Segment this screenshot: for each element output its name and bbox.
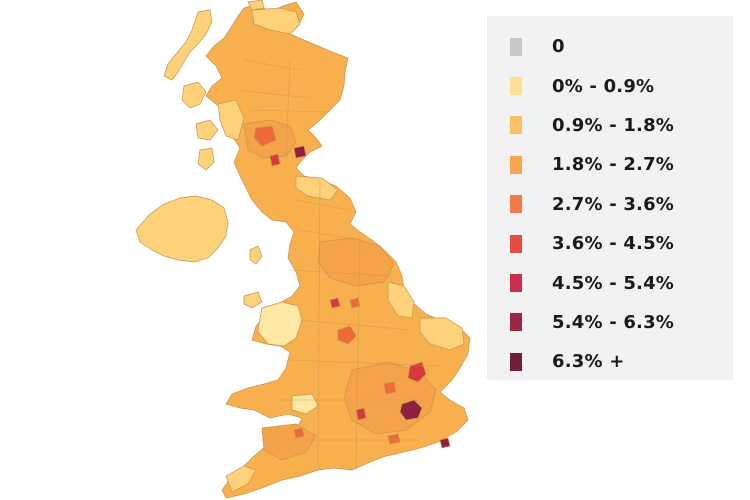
hebrides-region [163, 9, 213, 81]
legend-row: 4.5% - 5.4% [487, 263, 733, 302]
anglesey-region [243, 291, 263, 309]
birmingham-hotspot [337, 325, 357, 345]
legend-row: 0 [487, 27, 733, 66]
highlands-light-patch [251, 7, 301, 35]
bristol-hotspot [293, 427, 305, 439]
legend-row: 2.7% - 3.6% [487, 185, 733, 224]
yorkshire-patch [317, 237, 395, 287]
legend-row: 0.9% - 1.8% [487, 106, 733, 145]
orkney-region [247, 0, 265, 11]
legend-swatch [510, 195, 522, 214]
cornwall-light-patch [225, 465, 257, 493]
legend-label: 5.4% - 6.3% [552, 311, 675, 333]
legend-row: 5.4% - 6.3% [487, 303, 733, 342]
aberdeen-hotspot [253, 125, 277, 147]
legend-label: 0% - 0.9% [552, 75, 655, 97]
peterborough-hotspot [407, 361, 427, 383]
dover-hotspot [439, 437, 451, 449]
wales-light-patch [257, 301, 303, 347]
map-legend: 0 0% - 0.9% 0.9% - 1.8% 1.8% - 2.7% 2.7% - 3… [487, 16, 733, 380]
luton-hotspot [383, 381, 397, 395]
northern-ireland-region [135, 195, 229, 263]
legend-swatch [510, 274, 522, 293]
edinburgh-hotspot [293, 145, 307, 159]
legend-swatch [510, 116, 522, 135]
southampton-hotspot [355, 407, 367, 421]
legend-swatch [510, 352, 522, 371]
legend-row: 0% - 0.9% [487, 66, 733, 105]
islay-region [197, 147, 215, 171]
legend-label: 2.7% - 3.6% [552, 193, 675, 215]
legend-row: 6.3% + [487, 342, 733, 381]
leicester-hotspot [349, 297, 361, 309]
legend-swatch [510, 77, 522, 96]
region-boundaries [237, 59, 441, 471]
legend-label: 1.8% - 2.7% [552, 154, 675, 176]
lincolnshire-light-patch [387, 281, 415, 319]
manchester-hotspot [329, 297, 341, 309]
legend-row: 3.6% - 4.5% [487, 224, 733, 263]
midlands-light-patch [291, 393, 319, 415]
brighton-hotspot [387, 433, 401, 445]
legend-swatch [510, 155, 522, 174]
isle-of-man-region [249, 245, 263, 265]
borders-light-patch [295, 175, 339, 201]
legend-swatch [510, 234, 522, 253]
legend-label: 4.5% - 5.4% [552, 272, 675, 294]
legend-label: 0 [552, 36, 565, 58]
argyll-light-patch [217, 99, 245, 141]
legend-label: 0.9% - 1.8% [552, 114, 675, 136]
legend-row: 1.8% - 2.7% [487, 145, 733, 184]
skye-region [181, 81, 207, 109]
norfolk-light-patch [419, 317, 465, 351]
mull-region [195, 119, 219, 141]
legend-swatch [510, 37, 522, 56]
legend-label: 3.6% - 4.5% [552, 233, 675, 255]
legend-label: 6.3% + [552, 351, 625, 373]
legend-swatch [510, 313, 522, 332]
glasgow-hotspot [269, 153, 281, 167]
